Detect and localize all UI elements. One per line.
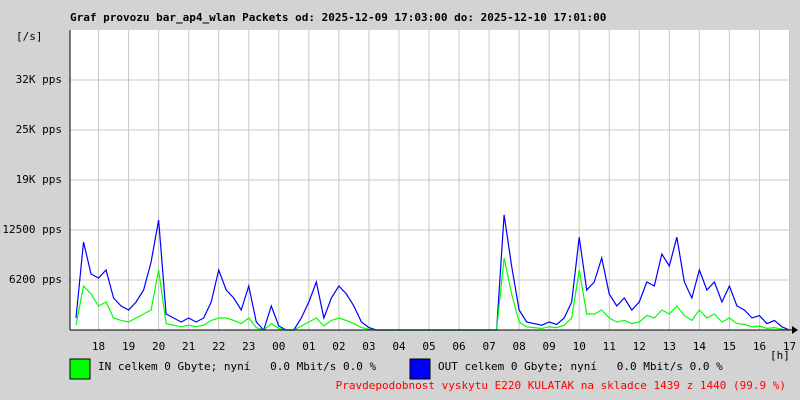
x-tick-label: 11 [603, 340, 616, 353]
x-tick-label: 18 [92, 340, 105, 353]
x-tick-label: 01 [302, 340, 315, 353]
x-tick-label: 19 [122, 340, 135, 353]
x-tick-label: 15 [723, 340, 736, 353]
y-tick-label: 25K pps [16, 123, 62, 136]
x-tick-label: 22 [212, 340, 225, 353]
legend-swatch [69, 358, 91, 380]
x-tick-label: 03 [362, 340, 375, 353]
y-tick-label: 19K pps [16, 173, 62, 186]
x-tick-label: 07 [482, 340, 495, 353]
x-tick-label: 00 [272, 340, 285, 353]
footer-note: Pravdepodobnost vyskytu E220 KULATAK na … [336, 379, 786, 392]
x-tick-label: 08 [512, 340, 525, 353]
x-tick-label: 02 [332, 340, 345, 353]
x-tick-label: 05 [422, 340, 435, 353]
x-tick-label: 09 [543, 340, 556, 353]
y-tick-label: 12500 pps [2, 223, 62, 236]
y-axis-label: [/s] [16, 30, 43, 43]
x-axis-label: [h] [770, 349, 790, 362]
x-tick-label: 10 [573, 340, 586, 353]
x-tick-label: 12 [633, 340, 646, 353]
x-tick-label: 06 [452, 340, 465, 353]
x-tick-label: 20 [152, 340, 165, 353]
x-tick-label: 23 [242, 340, 255, 353]
legend-swatch [409, 358, 431, 380]
axis-arrow [792, 326, 798, 334]
x-tick-label: 04 [392, 340, 406, 353]
chart-title: Graf provozu bar_ap4_wlan Packets od: 20… [70, 11, 606, 24]
x-tick-label: 16 [753, 340, 766, 353]
x-tick-label: 21 [182, 340, 195, 353]
x-tick-label: 17 [783, 340, 796, 353]
legend-label: OUT celkem 0 Gbyte; nyní 0.0 Mbit/s 0.0 … [438, 360, 723, 373]
legend-label: IN celkem 0 Gbyte; nyní 0.0 Mbit/s 0.0 % [98, 360, 377, 373]
x-tick-label: 14 [693, 340, 707, 353]
y-tick-label: 32K pps [16, 73, 62, 86]
grid [70, 30, 790, 330]
y-tick-label: 6200 pps [9, 273, 62, 286]
x-tick-label: 13 [663, 340, 676, 353]
